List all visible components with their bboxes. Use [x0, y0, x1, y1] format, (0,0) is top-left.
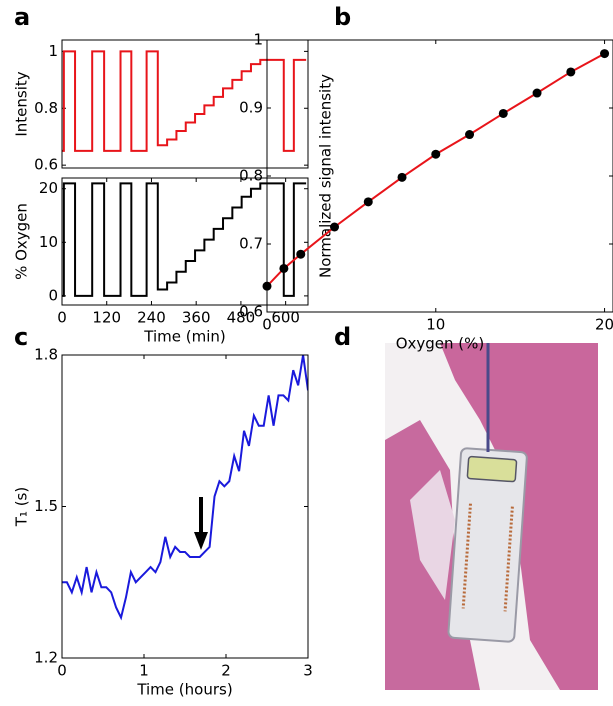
- y-axis-label: Normalized signal intensity: [317, 74, 335, 278]
- x-tick-label: 20: [595, 316, 613, 334]
- data-point: [296, 249, 306, 259]
- x-tick-label: 0: [262, 316, 272, 334]
- plot: 1.2 1.5 1.8 0 1 2 3 Time (hours) T₁ (s): [13, 346, 313, 699]
- y-tick-label: 0.8: [239, 167, 263, 185]
- panel-label: a: [14, 3, 30, 31]
- x-tick-label: 1: [139, 662, 149, 680]
- y-tick-label: 20: [39, 179, 58, 197]
- data-line: [62, 50, 307, 152]
- y-tick-label: 0: [48, 286, 58, 304]
- panel-label: b: [334, 3, 351, 31]
- data-point: [498, 108, 508, 118]
- data-point: [397, 172, 407, 182]
- data-line: [62, 182, 307, 297]
- x-tick-label: 480: [227, 309, 256, 327]
- x-tick-label: 2: [221, 662, 231, 680]
- device: [447, 447, 528, 643]
- plot-frame: [266, 39, 613, 313]
- y-tick-label: 0.8: [34, 99, 58, 117]
- x-axis-label: Time (hours): [136, 681, 232, 699]
- y-tick-label: 1.5: [34, 497, 58, 515]
- y-tick-label: 1: [253, 31, 263, 49]
- annotation-arrow: [194, 497, 208, 550]
- y-tick-label: 0.9: [239, 99, 263, 117]
- data-point: [431, 149, 441, 159]
- data-point: [330, 222, 340, 232]
- arrow-head: [194, 532, 208, 550]
- x-tick-label: 0: [57, 309, 67, 327]
- x-tick-label: 240: [137, 309, 166, 327]
- plot: 0.6 0.8 1 Intensity: [13, 39, 309, 174]
- x-tick-label: 10: [426, 316, 445, 334]
- plot-frame: [61, 354, 309, 659]
- y-tick-label: 10: [39, 233, 58, 251]
- data-point: [600, 49, 610, 59]
- data-line: [62, 355, 308, 621]
- x-tick-label: 120: [92, 309, 121, 327]
- tissue-photo: [385, 343, 598, 690]
- x-tick-label: 360: [182, 309, 211, 327]
- y-tick-label: 0.6: [34, 156, 58, 174]
- device-coil: [503, 506, 514, 612]
- y-tick-label: 1.8: [34, 346, 58, 364]
- y-axis-label: Intensity: [13, 71, 31, 136]
- y-axis-label: T₁ (s): [13, 487, 31, 527]
- plot: 0 10 20 0 120 240 360 480 600 Time (min) % Oxygen: [13, 177, 309, 346]
- data-point: [279, 263, 289, 273]
- data-point: [532, 88, 542, 98]
- device-coil: [461, 503, 472, 609]
- panel-label: c: [14, 323, 28, 351]
- y-axis-label: % Oxygen: [13, 203, 31, 280]
- data-point: [465, 130, 475, 140]
- plot-frame: [61, 177, 309, 306]
- x-axis-label: Oxygen (%): [396, 335, 485, 353]
- x-tick-label: 3: [303, 662, 313, 680]
- tissue-gap: [410, 470, 455, 600]
- plot-frame: [61, 39, 309, 169]
- device-chip: [466, 455, 518, 483]
- data-point: [363, 197, 373, 207]
- x-tick-label: 600: [271, 309, 300, 327]
- device-body: [447, 447, 528, 643]
- data-point: [566, 67, 576, 77]
- y-tick-label: 0.7: [239, 235, 263, 253]
- x-tick-label: 0: [57, 662, 67, 680]
- x-axis-label: Time (min): [143, 328, 225, 346]
- y-tick-label: 0.6: [239, 303, 263, 321]
- y-tick-label: 1: [48, 42, 58, 60]
- panel-label: d: [334, 323, 351, 351]
- y-tick-label: 1.2: [34, 649, 58, 667]
